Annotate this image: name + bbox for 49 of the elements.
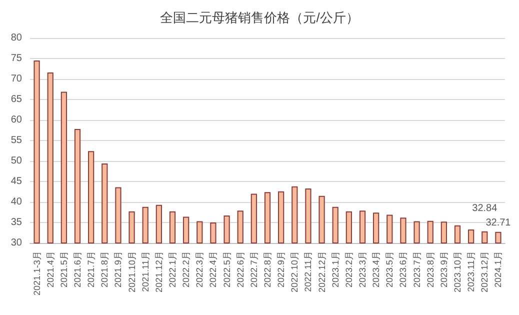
x-tick-label: 2023.2月 xyxy=(344,251,354,288)
x-tick-label: 2021.12月 xyxy=(154,251,164,293)
y-tick-label: 75 xyxy=(10,53,22,64)
x-tick-label: 2023.5月 xyxy=(384,251,395,288)
x-tick-label: 2024.1月 xyxy=(493,251,504,288)
x-tick-label: 2021.1-3月 xyxy=(32,251,42,296)
y-tick-label: 65 xyxy=(10,94,22,105)
x-tick-label: 2022.12月 xyxy=(316,251,327,293)
x-tick-label: 2023.12月 xyxy=(480,251,490,293)
y-tick-label: 30 xyxy=(10,238,22,248)
y-tick-label: 35 xyxy=(10,217,22,228)
y-tick-label: 80 xyxy=(10,32,22,44)
x-tick-label: 2022.10月 xyxy=(290,251,300,293)
x-tick-label: 2022.3月 xyxy=(194,251,205,288)
x-tick-label: 2023.3月 xyxy=(358,251,368,288)
x-tick-label: 2022.5月 xyxy=(222,251,232,288)
x-tick-label: 2021.8月 xyxy=(100,251,110,288)
x-tick-label: 2023.7月 xyxy=(412,251,422,288)
x-tick-label: 2021.10月 xyxy=(126,251,137,293)
x-tick-label: 2023.1月 xyxy=(330,251,340,288)
x-tick-label: 2022.11月 xyxy=(303,251,314,292)
y-tick-label: 60 xyxy=(10,114,22,126)
x-tick-label: 2022.2月 xyxy=(181,251,192,288)
x-tick-label: 2021.6月 xyxy=(72,251,82,288)
x-tick-label: 2021.4月 xyxy=(45,251,56,288)
x-tick-label: 2021.5月 xyxy=(58,251,69,288)
x-tick-label: 2023.6月 xyxy=(398,251,408,288)
x-tick-label: 2023.10月 xyxy=(452,251,462,293)
y-tick-label: 55 xyxy=(10,135,22,146)
x-tick-label: 2022.6月 xyxy=(235,251,246,288)
y-tick-label: 40 xyxy=(10,196,22,208)
x-tick-label: 2022.9月 xyxy=(276,251,286,288)
y-tick-label: 50 xyxy=(10,156,22,166)
x-tick-label: 2021.9月 xyxy=(113,251,124,288)
x-tick-label: 2022.7月 xyxy=(248,251,259,288)
data-label: 32.84 xyxy=(472,202,498,214)
data-label: 32.71 xyxy=(486,217,512,228)
x-tick-label: 2022.4月 xyxy=(208,251,218,288)
x-tick-label: 2023.8月 xyxy=(425,251,436,288)
y-tick-label: 70 xyxy=(10,74,22,84)
x-tick-label: 2021.7月 xyxy=(86,251,96,288)
x-tick-label: 2023.4月 xyxy=(371,251,382,288)
x-tick-label: 2023.9月 xyxy=(438,251,449,288)
x-tick-label: 2021.11月 xyxy=(140,251,150,292)
x-tick-label: 2023.11月 xyxy=(466,251,476,292)
x-tick-label: 2022.1月 xyxy=(168,251,178,288)
x-tick-label: 2022.8月 xyxy=(262,251,272,288)
chart-title: 全国二元母猪销售价格（元/公斤） xyxy=(160,10,359,25)
y-tick-label: 45 xyxy=(10,176,22,187)
